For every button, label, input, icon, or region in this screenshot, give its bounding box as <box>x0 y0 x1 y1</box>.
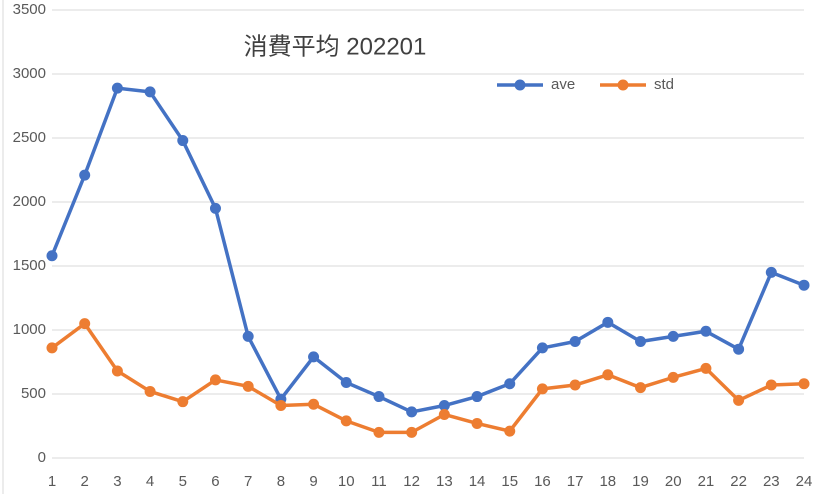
x-tick-label: 18 <box>599 473 616 490</box>
y-tick-label: 2000 <box>13 193 46 210</box>
data-point <box>635 382 647 394</box>
data-point <box>308 398 320 410</box>
data-point <box>242 330 254 342</box>
data-point <box>602 369 614 381</box>
x-tick-label: 13 <box>436 473 453 490</box>
data-point <box>79 169 91 181</box>
x-tick-label: 1 <box>48 473 56 490</box>
data-point <box>111 82 123 94</box>
data-point <box>242 380 254 392</box>
data-point <box>275 400 287 412</box>
legend-label: std <box>654 76 674 93</box>
data-point <box>765 266 777 278</box>
data-point <box>46 250 58 262</box>
data-point <box>340 376 352 388</box>
x-tick-label: 6 <box>211 473 219 490</box>
data-point <box>308 351 320 363</box>
data-point <box>471 417 483 429</box>
y-tick-label: 500 <box>21 385 46 402</box>
y-tick-label: 2500 <box>13 129 46 146</box>
x-tick-label: 19 <box>632 473 649 490</box>
x-tick-label: 10 <box>338 473 355 490</box>
y-tick-label: 3500 <box>13 1 46 18</box>
x-tick-label: 9 <box>309 473 317 490</box>
x-tick-label: 2 <box>81 473 89 490</box>
data-point <box>144 86 156 98</box>
x-tick-label: 22 <box>730 473 747 490</box>
x-tick-label: 20 <box>665 473 682 490</box>
data-point <box>438 400 450 412</box>
data-point <box>602 316 614 328</box>
data-point <box>111 365 123 377</box>
data-point <box>406 426 418 438</box>
data-point <box>373 391 385 403</box>
y-tick-label: 0 <box>38 449 46 466</box>
x-tick-label: 5 <box>179 473 187 490</box>
data-point <box>177 396 189 408</box>
data-point <box>700 362 712 374</box>
legend-label: ave <box>551 76 575 93</box>
data-point <box>765 379 777 391</box>
x-tick-label: 17 <box>567 473 584 490</box>
data-point <box>177 135 189 147</box>
legend-marker <box>617 79 629 91</box>
data-point <box>373 426 385 438</box>
data-point <box>504 378 516 390</box>
data-point <box>635 336 647 348</box>
data-point <box>798 279 810 291</box>
y-tick-label: 3000 <box>13 65 46 82</box>
x-tick-label: 16 <box>534 473 551 490</box>
data-point <box>733 343 745 355</box>
x-tick-label: 24 <box>796 473 813 490</box>
x-tick-label: 7 <box>244 473 252 490</box>
data-point <box>406 406 418 418</box>
series-line <box>50 86 805 414</box>
y-tick-label: 1000 <box>13 321 46 338</box>
data-point <box>536 342 548 354</box>
y-tick-label: 1500 <box>13 257 46 274</box>
x-tick-label: 11 <box>371 473 387 490</box>
data-point <box>504 425 516 437</box>
data-point <box>46 342 58 354</box>
data-point <box>209 374 221 386</box>
x-tick-label: 12 <box>403 473 420 490</box>
series-line <box>50 321 805 435</box>
x-tick-label: 14 <box>469 473 486 490</box>
x-tick-label: 15 <box>501 473 518 490</box>
data-point <box>79 318 91 330</box>
chart-title: 消費平均 202201 <box>244 33 427 60</box>
data-point <box>536 383 548 395</box>
data-point <box>340 415 352 427</box>
data-point <box>438 408 450 420</box>
data-point <box>667 371 679 383</box>
data-point <box>471 391 483 403</box>
x-tick-label: 23 <box>763 473 780 490</box>
x-tick-label: 4 <box>146 473 154 490</box>
x-tick-label: 21 <box>698 473 715 490</box>
data-point <box>209 202 221 214</box>
data-point <box>569 379 581 391</box>
data-point <box>733 394 745 406</box>
data-point <box>700 325 712 337</box>
x-tick-label: 8 <box>277 473 285 490</box>
data-point <box>667 330 679 342</box>
data-point <box>569 336 581 348</box>
x-tick-label: 3 <box>113 473 121 490</box>
legend-marker <box>514 79 526 91</box>
data-point <box>144 385 156 397</box>
data-point <box>798 378 810 390</box>
